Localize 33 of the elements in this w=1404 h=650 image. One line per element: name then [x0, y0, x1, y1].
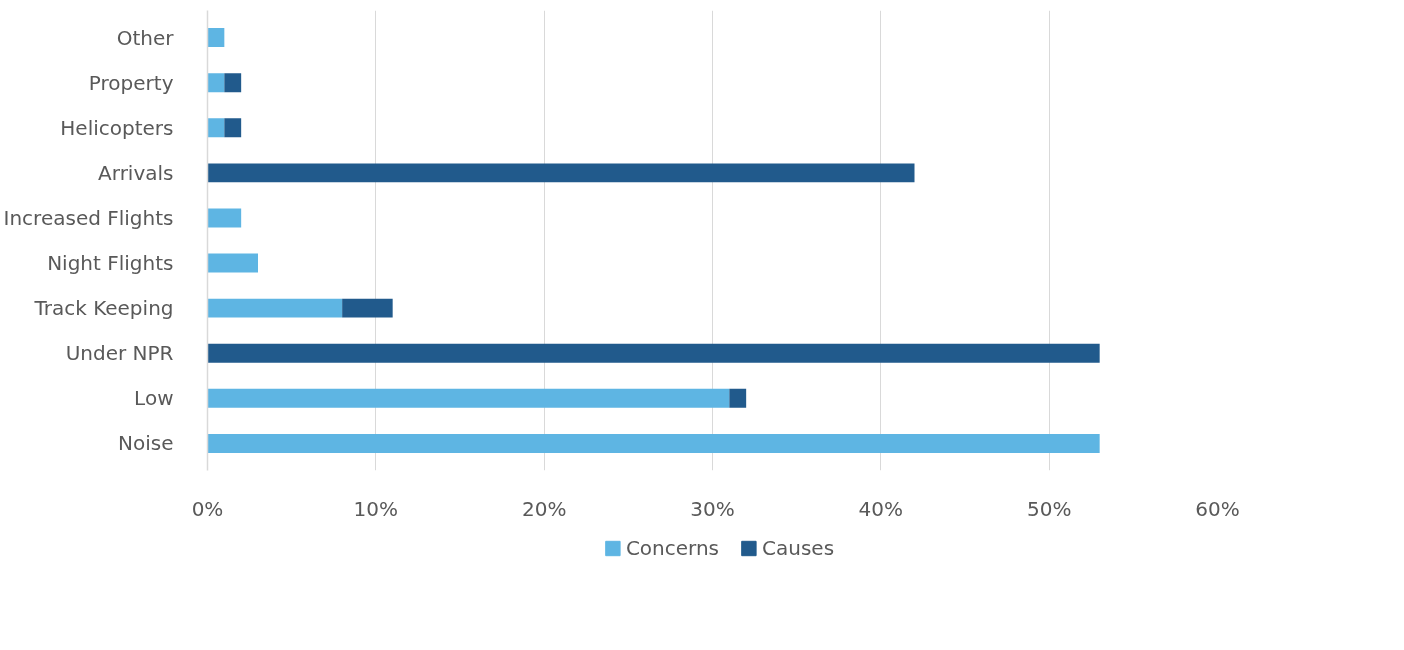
y-tick-label: Property	[88, 70, 174, 95]
y-tick-label: Other	[116, 25, 175, 50]
x-tick-label: 20%	[521, 496, 567, 521]
x-tick-label: 40%	[858, 496, 904, 521]
y-tick-label: Noise	[118, 431, 174, 456]
x-tick-label: 60%	[1195, 496, 1240, 521]
bar	[207, 163, 915, 183]
x-tick-label: 30%	[690, 496, 735, 521]
bar	[207, 253, 258, 273]
bar	[224, 73, 242, 93]
bar	[729, 388, 747, 408]
y-tick-label: Helicopters	[60, 115, 174, 140]
y-tick-label: Low	[134, 386, 174, 411]
bar	[207, 298, 343, 318]
bar	[207, 28, 225, 48]
y-tick-label: Track Keeping	[33, 296, 174, 321]
y-tick-label: Night Flights	[47, 251, 174, 276]
bar	[207, 73, 225, 93]
bar	[207, 343, 1100, 363]
bar	[224, 118, 242, 138]
x-tick-label: 10%	[353, 496, 399, 521]
bar	[207, 118, 225, 138]
bar	[207, 208, 242, 228]
bar	[207, 433, 1100, 453]
x-tick-label: 0%	[191, 496, 224, 521]
y-tick-label: Under NPR	[65, 341, 174, 366]
y-tick-label: Increased Flights	[3, 205, 174, 230]
y-tick-label: Arrivals	[98, 160, 174, 185]
legend-label: Concerns	[625, 536, 720, 560]
x-tick-label: 50%	[1026, 496, 1072, 521]
bar	[207, 388, 730, 408]
bar	[342, 298, 393, 318]
legend-label: Causes	[762, 536, 835, 560]
